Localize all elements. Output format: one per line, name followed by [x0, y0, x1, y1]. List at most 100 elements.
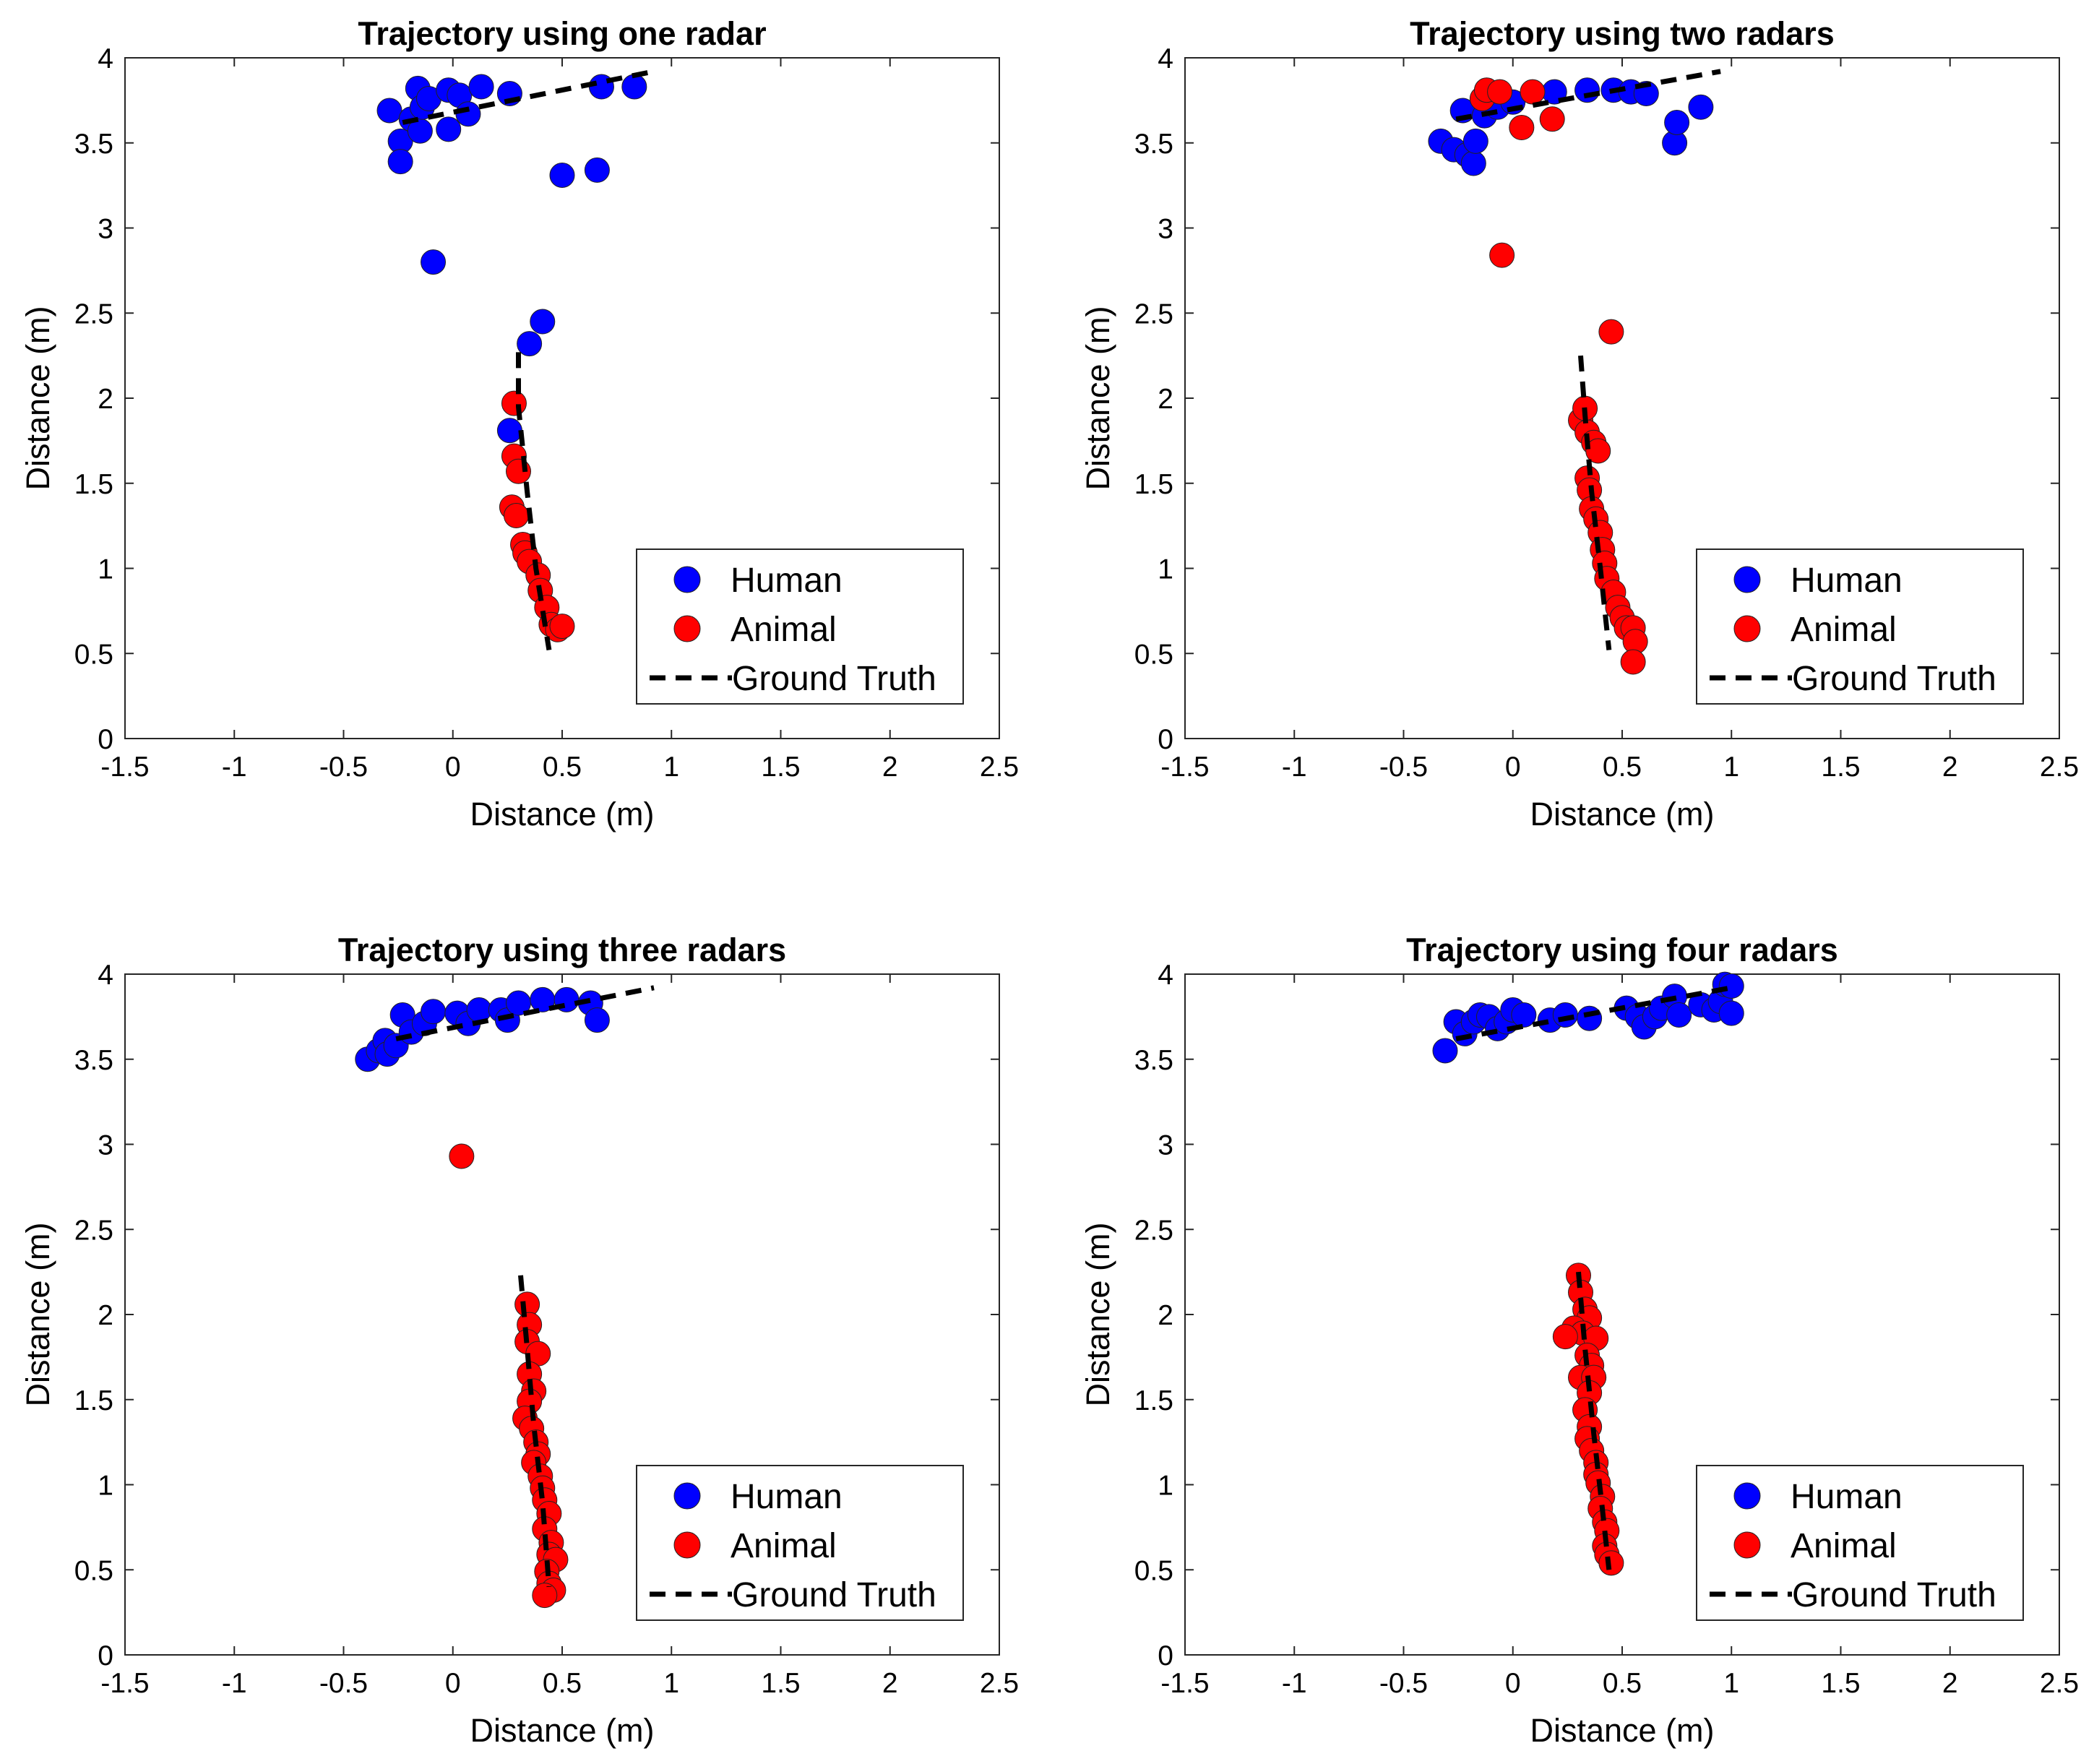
legend-label-ground-truth: Ground Truth	[732, 1576, 936, 1614]
animal-point	[549, 614, 575, 640]
legend-animal-marker	[673, 1531, 701, 1559]
y-tick-label: 1	[1158, 1471, 1173, 1502]
ground-truth-line	[402, 69, 655, 125]
x-tick-label: -1.5	[1160, 752, 1209, 783]
ground-truth-line	[516, 352, 552, 651]
y-tick-label: 4	[1158, 960, 1173, 991]
animal-point	[1520, 79, 1546, 105]
y-tick-label: 2.5	[1134, 298, 1173, 330]
y-tick-label: 4	[98, 960, 113, 991]
legend-label-ground-truth: Ground Truth	[732, 660, 936, 698]
human-point	[1688, 94, 1714, 120]
x-tick-label: 2.5	[2040, 1668, 2079, 1699]
legend-label-human: Human	[1791, 1478, 1903, 1516]
x-tick-label: 1.5	[1821, 1668, 1860, 1699]
animal-point	[1487, 79, 1513, 105]
y-tick-label: 4	[1158, 43, 1173, 74]
x-tick-label: -1.5	[100, 1668, 149, 1699]
y-tick-label: 0	[1158, 724, 1173, 755]
chart-panel-2: -1.5 -1 -0.5 0 0.5 1 1.5 2 2.5 0 0.5 1 1.5 2 2.5 3 3.5 4 T…	[1080, 15, 2079, 832]
legend-human-marker	[1733, 1482, 1761, 1510]
animal-point	[1539, 106, 1565, 132]
human-point	[496, 418, 522, 444]
human-point	[421, 249, 447, 275]
y-tick-label: 2	[1158, 1300, 1173, 1331]
x-tick-label: 1	[663, 752, 679, 783]
y-tick-label: 1	[98, 1471, 113, 1502]
y-tick-label: 0.5	[74, 1555, 113, 1586]
animal-point	[1598, 319, 1624, 345]
x-tick-label: 2.5	[2040, 752, 2079, 783]
y-tick-label: 3.5	[1134, 129, 1173, 160]
x-tick-label: 2	[1942, 752, 1958, 783]
x-tick-label: 1	[663, 1668, 679, 1699]
human-point	[584, 157, 610, 183]
animal-point	[1489, 242, 1515, 268]
x-axis-label: Distance (m)	[470, 796, 654, 832]
y-tick-label: 3.5	[74, 1045, 113, 1076]
y-tick-label: 1.5	[1134, 469, 1173, 500]
animal-point	[1598, 1550, 1624, 1576]
human-point	[517, 331, 543, 357]
y-tick-label: 3.5	[74, 129, 113, 160]
x-tick-label: 0	[445, 752, 461, 783]
legend-animal-marker	[1733, 1531, 1761, 1559]
legend-label-ground-truth: Ground Truth	[1792, 660, 1996, 698]
animal-point	[1585, 438, 1611, 464]
human-point	[1462, 128, 1488, 154]
legend-label-animal: Animal	[731, 611, 837, 649]
legend-human-marker	[673, 1482, 701, 1510]
x-axis-label: Distance (m)	[1530, 1712, 1714, 1749]
ground-truth-line	[1455, 69, 1721, 122]
chart-panel-4: -1.5 -1 -0.5 0 0.5 1 1.5 2 2.5 0 0.5 1 1.5 2 2.5 3 3.5 4 T…	[1080, 932, 2079, 1749]
human-point	[1511, 1002, 1537, 1028]
y-tick-label: 3	[1158, 214, 1173, 245]
y-tick-label: 1	[1158, 554, 1173, 585]
human-point	[1432, 1038, 1458, 1064]
legend-label-human: Human	[731, 562, 843, 600]
x-tick-label: 0.5	[1603, 1668, 1642, 1699]
animal-point	[532, 1583, 558, 1609]
x-tick-label: 0	[1505, 752, 1521, 783]
chart-panel-3: -1.5 -1 -0.5 0 0.5 1 1.5 2 2.5 0 0.5 1 1.5 2 2.5 3 3.5 4 T…	[20, 932, 1019, 1749]
ground-truth-line	[1576, 1271, 1612, 1570]
y-tick-label: 0	[98, 724, 113, 755]
x-tick-label: 0	[1505, 1668, 1521, 1699]
chart-title: Trajectory using three radars	[338, 932, 786, 968]
legend-animal-marker	[1733, 615, 1761, 642]
y-tick-label: 1.5	[74, 1385, 113, 1416]
x-tick-label: 1.5	[761, 752, 800, 783]
x-tick-label: 1	[1723, 1668, 1739, 1699]
human-point	[376, 98, 402, 124]
human-point	[436, 116, 462, 142]
y-axis-label: Distance (m)	[1080, 1222, 1116, 1406]
legend-label-ground-truth: Ground Truth	[1792, 1576, 1996, 1614]
legend-label-animal: Animal	[731, 1527, 837, 1565]
chart-title: Trajectory using one radar	[358, 15, 766, 52]
human-point	[549, 162, 575, 188]
x-tick-label: 0.5	[1603, 752, 1642, 783]
legend-human-marker	[673, 566, 701, 593]
y-tick-label: 3	[98, 1130, 113, 1161]
y-tick-label: 3	[98, 214, 113, 245]
legend-label-animal: Animal	[1791, 1527, 1897, 1565]
legend-label-human: Human	[1791, 562, 1903, 600]
y-tick-label: 2.5	[74, 1215, 113, 1246]
x-tick-label: 0	[445, 1668, 461, 1699]
x-tick-label: 2	[882, 752, 898, 783]
x-tick-label: -0.5	[319, 752, 368, 783]
human-point	[1718, 1000, 1744, 1026]
x-tick-label: 0.5	[543, 752, 582, 783]
x-tick-label: 2	[882, 1668, 898, 1699]
y-tick-label: 2	[98, 384, 113, 415]
animal-point	[1620, 649, 1646, 675]
x-tick-label: 2.5	[980, 752, 1019, 783]
legend: Human Animal Ground Truth	[1696, 548, 2024, 705]
x-tick-label: 1	[1723, 752, 1739, 783]
y-tick-label: 0	[98, 1640, 113, 1672]
x-tick-label: 0.5	[543, 1668, 582, 1699]
ground-truth-line	[1455, 985, 1732, 1041]
legend: Human Animal Ground Truth	[636, 1465, 964, 1621]
x-tick-label: -0.5	[1379, 1668, 1428, 1699]
